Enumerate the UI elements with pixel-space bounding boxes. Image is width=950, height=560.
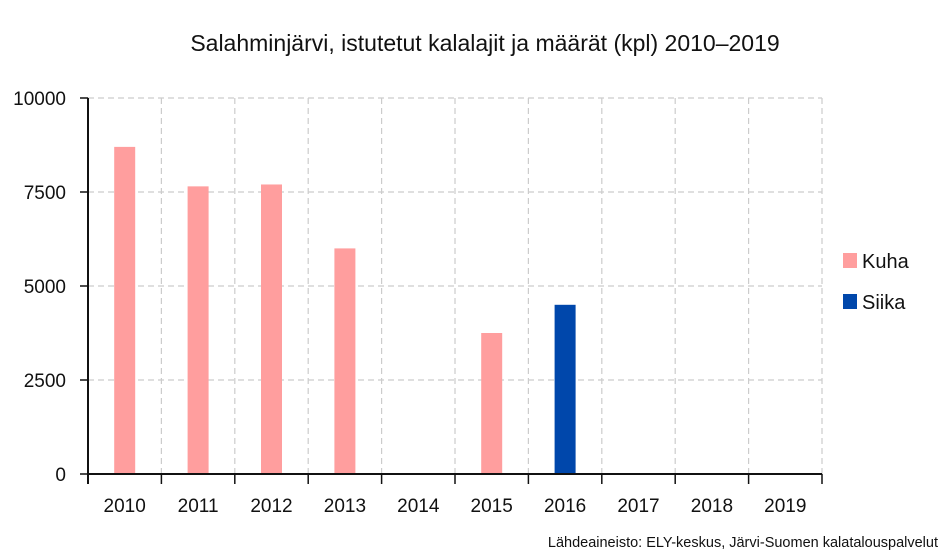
bar-kuha-2010 — [114, 146, 136, 474]
y-tick-label: 7500 — [24, 183, 66, 204]
legend: Kuha Siika — [843, 251, 910, 314]
x-tick-label-2011: 2011 — [178, 496, 219, 517]
bar-kuha-2012 — [261, 184, 282, 475]
y-tick-label: 2500 — [24, 371, 66, 392]
bar-kuha-2013 — [334, 248, 356, 474]
y-tick-label: 0 — [55, 465, 66, 486]
bars — [114, 146, 576, 475]
grid-lines — [88, 97, 823, 474]
x-axis-ticks: 2010 2011 2012 2013 2014 2015 2016 2017 2018 2019 — [104, 496, 807, 517]
x-tick-label-2015: 2015 — [471, 496, 513, 517]
legend-swatch-kuha — [843, 253, 857, 268]
bar-siika-2016 — [554, 304, 576, 474]
axes — [80, 97, 823, 484]
x-tick-label-2012: 2012 — [250, 496, 292, 517]
y-tick-label: 10000 — [13, 89, 66, 110]
y-axis-ticks: 0 2500 5000 7500 10000 — [13, 89, 66, 486]
y-tick-label: 5000 — [24, 277, 66, 298]
bar-kuha-2015 — [481, 333, 503, 474]
x-tick-label-2014: 2014 — [397, 496, 440, 517]
x-tick-label-2019: 2019 — [764, 496, 806, 517]
x-tick-label-2013: 2013 — [324, 496, 366, 517]
legend-swatch-siika — [843, 294, 857, 309]
chart-title: Salahminjärvi, istutetut kalalajit ja mä… — [190, 30, 780, 56]
x-tick-label-2016: 2016 — [544, 496, 586, 517]
bar-kuha-2011 — [187, 186, 209, 475]
legend-label-kuha: Kuha — [862, 251, 910, 273]
legend-label-siika: Siika — [862, 292, 906, 314]
x-tick-label-2017: 2017 — [617, 496, 659, 517]
x-tick-label-2018: 2018 — [691, 496, 733, 517]
source-note: Lähdeaineisto: ELY-keskus, Järvi-Suomen … — [547, 535, 938, 551]
x-tick-label-2010: 2010 — [104, 496, 146, 517]
